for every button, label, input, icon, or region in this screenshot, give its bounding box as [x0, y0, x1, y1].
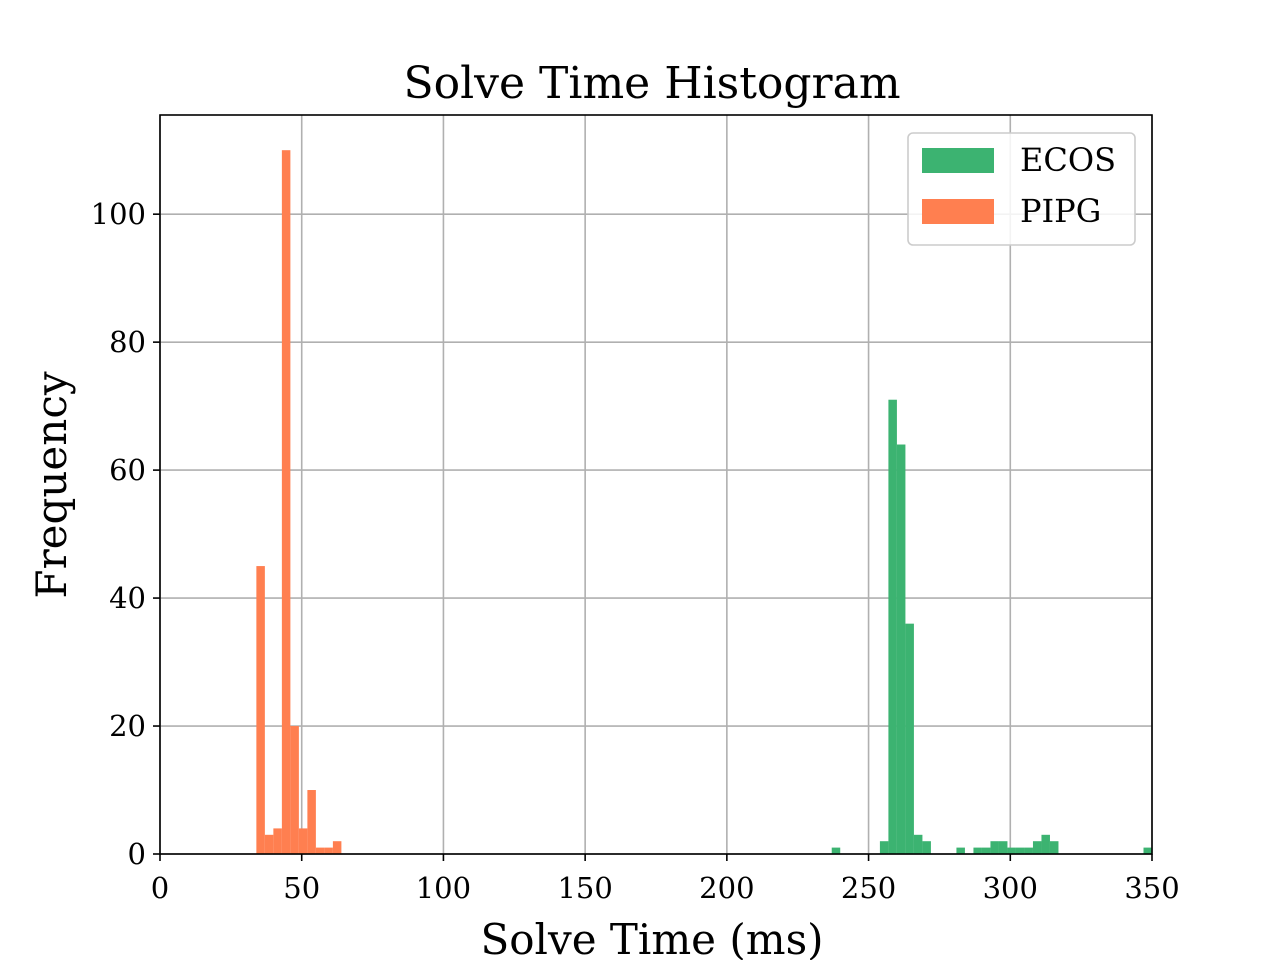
histogram-bar-ecos — [1143, 847, 1152, 854]
histogram-bar-ecos — [990, 841, 999, 854]
x-tick-label: 250 — [841, 871, 896, 905]
x-tick-label: 0 — [151, 871, 169, 905]
histogram-bar-ecos — [1015, 847, 1025, 854]
histogram-bar-ecos — [896, 444, 906, 854]
histogram-bar-ecos — [1032, 841, 1042, 854]
y-axis-label: Frequency — [27, 371, 76, 598]
histogram-bar-ecos — [998, 841, 1008, 854]
histogram-bar-pipg — [281, 150, 291, 854]
histogram-bars — [256, 150, 1152, 854]
x-tick-label: 150 — [557, 871, 612, 905]
histogram-bar-ecos — [981, 847, 991, 854]
histogram-bar-ecos — [879, 841, 889, 854]
histogram-bar-ecos — [956, 847, 965, 854]
histogram-bar-ecos — [1024, 847, 1033, 854]
histogram-bar-pipg — [256, 566, 265, 854]
histogram-bar-ecos — [922, 841, 931, 854]
y-tick-label: 80 — [109, 325, 146, 359]
histogram-bar-ecos — [888, 399, 897, 854]
legend-label-pipg: PIPG — [1020, 192, 1101, 230]
histogram-bar-pipg — [273, 828, 282, 854]
histogram-bar-pipg — [307, 790, 316, 854]
y-tick-label: 60 — [109, 453, 146, 487]
y-tick-label: 40 — [109, 581, 146, 615]
chart-title: Solve Time Histogram — [403, 58, 900, 109]
histogram-bar-ecos — [1049, 841, 1059, 854]
histogram-bar-ecos — [905, 623, 914, 854]
x-tick-label: 50 — [283, 871, 320, 905]
histogram-bar-pipg — [324, 847, 333, 854]
plot-frame — [159, 114, 1153, 855]
histogram-bar-ecos — [1007, 847, 1016, 854]
y-tick-label: 100 — [91, 197, 146, 231]
x-tick-label: 350 — [1124, 871, 1179, 905]
histogram-bar-pipg — [315, 847, 325, 854]
histogram-bar-pipg — [332, 841, 342, 854]
axis-ticks: 0 50 100 150 200 250 300 350 0 20 40 60 80 100 — [91, 197, 1180, 905]
legend-label-ecos: ECOS — [1020, 141, 1116, 179]
legend-swatch-pipg — [922, 199, 994, 224]
histogram-bar-ecos — [973, 847, 982, 854]
y-tick-label: 0 — [128, 837, 146, 871]
y-tick-label: 20 — [109, 709, 146, 743]
x-tick-label: 200 — [699, 871, 754, 905]
x-tick-label: 300 — [983, 871, 1038, 905]
histogram-bar-pipg — [290, 726, 299, 854]
histogram-bar-pipg — [298, 828, 308, 854]
histogram-bar-ecos — [1041, 834, 1050, 854]
legend-swatch-ecos — [922, 148, 994, 173]
histogram-bar-pipg — [264, 834, 274, 854]
histogram-bar-ecos — [913, 834, 923, 854]
x-axis-label: Solve Time (ms) — [480, 915, 823, 960]
legend: ECOS PIPG — [907, 132, 1136, 246]
x-tick-label: 100 — [416, 871, 471, 905]
histogram-bar-ecos — [831, 847, 841, 854]
